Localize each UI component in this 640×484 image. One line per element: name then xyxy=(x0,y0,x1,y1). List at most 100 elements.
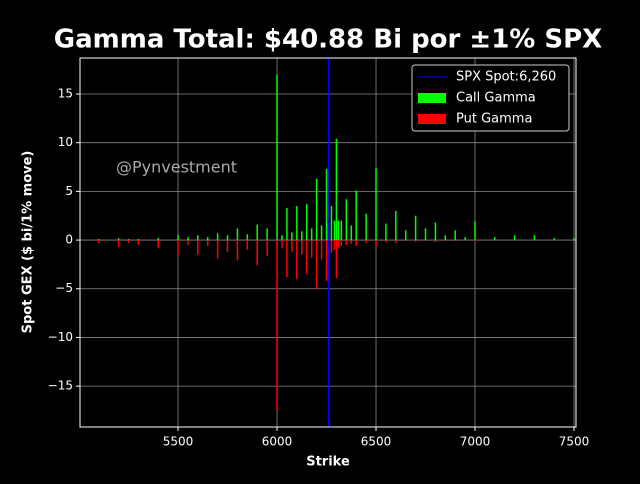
bar xyxy=(286,207,288,241)
bar xyxy=(337,220,340,241)
bar xyxy=(345,199,348,241)
bar xyxy=(206,237,209,241)
bar xyxy=(117,240,120,247)
bar xyxy=(355,240,357,246)
bar xyxy=(385,223,387,241)
y-tick-label: −15 xyxy=(48,379,73,393)
bar xyxy=(315,178,318,241)
x-tick-label: 6500 xyxy=(361,435,392,449)
bar xyxy=(414,240,417,243)
legend-box xyxy=(411,64,570,132)
bar xyxy=(291,232,293,241)
bar xyxy=(345,240,348,245)
bar xyxy=(137,239,140,241)
bar xyxy=(236,240,239,261)
bar xyxy=(444,235,447,241)
bar xyxy=(266,228,268,241)
watermark: @Pynvestment xyxy=(116,158,237,177)
bar xyxy=(404,240,407,242)
bar xyxy=(157,238,159,241)
bar xyxy=(553,238,555,241)
bar xyxy=(365,213,367,241)
bar xyxy=(325,168,328,241)
bar xyxy=(375,240,377,246)
plot-frame xyxy=(79,57,577,428)
bar xyxy=(474,240,476,242)
bar xyxy=(573,238,575,241)
bar xyxy=(444,240,447,242)
legend-label: SPX Spot:6,260 xyxy=(456,70,556,85)
bar xyxy=(320,240,323,260)
legend-label: Put Gamma xyxy=(456,112,532,127)
bar xyxy=(177,240,179,255)
bar xyxy=(226,240,229,252)
bar xyxy=(127,239,130,241)
bar xyxy=(177,235,179,241)
bar xyxy=(365,240,367,243)
bar xyxy=(350,225,353,241)
legend: SPX Spot:6,260 Call Gamma Put Gamma xyxy=(411,64,570,132)
bar xyxy=(206,240,209,246)
y-axis-label: Spot GEX ($ bi/1% move) xyxy=(21,151,36,334)
bar xyxy=(315,240,318,289)
bar xyxy=(216,233,219,241)
y-tick-label: −5 xyxy=(55,281,73,295)
legend-label: Call Gamma xyxy=(456,91,536,106)
bar xyxy=(276,74,278,241)
bar xyxy=(454,230,456,241)
bar xyxy=(276,240,278,411)
bar xyxy=(98,239,100,241)
bar xyxy=(474,221,476,241)
bar xyxy=(325,240,328,281)
bar xyxy=(281,235,283,241)
bar xyxy=(533,235,536,241)
y-tick-label: 0 xyxy=(65,233,73,247)
bar xyxy=(246,234,249,241)
bar xyxy=(187,240,189,245)
bar xyxy=(310,240,313,258)
bar xyxy=(187,237,189,241)
bar xyxy=(375,168,377,241)
bar xyxy=(256,224,258,241)
bar xyxy=(494,237,496,241)
bar xyxy=(256,240,258,266)
bar xyxy=(434,240,437,243)
x-axis-label: Strike xyxy=(306,455,350,470)
bar xyxy=(424,240,427,242)
y-tick-label: 10 xyxy=(58,135,73,149)
bar xyxy=(266,240,268,256)
legend-swatch xyxy=(418,114,446,124)
bar xyxy=(464,237,466,241)
bar xyxy=(333,220,336,241)
bar xyxy=(310,228,313,241)
bar xyxy=(296,205,298,241)
y-tick-label: −10 xyxy=(48,330,73,344)
chart-title: Gamma Total: $40.88 Bi por ±1% SPX xyxy=(54,25,602,55)
bar xyxy=(286,240,288,278)
bar xyxy=(98,240,100,243)
y-tick-label: 5 xyxy=(65,184,73,198)
bar xyxy=(197,240,199,255)
y-tick-label: 15 xyxy=(58,87,73,101)
bar xyxy=(335,240,338,279)
bar xyxy=(330,205,333,241)
bar xyxy=(350,240,353,244)
bar xyxy=(127,240,130,243)
bar xyxy=(301,240,303,255)
bar xyxy=(385,240,387,243)
bar xyxy=(305,204,308,241)
bar xyxy=(226,235,229,241)
bar xyxy=(137,240,140,245)
bar xyxy=(236,228,239,241)
bar xyxy=(454,240,456,242)
x-tick-label: 7000 xyxy=(460,435,491,449)
bar xyxy=(305,240,308,275)
bar xyxy=(395,240,397,243)
bar xyxy=(216,240,219,259)
bar xyxy=(424,228,427,241)
bar xyxy=(291,240,293,252)
x-tick-label: 5500 xyxy=(163,435,194,449)
bar xyxy=(330,240,333,253)
x-tick-label: 7500 xyxy=(559,435,590,449)
